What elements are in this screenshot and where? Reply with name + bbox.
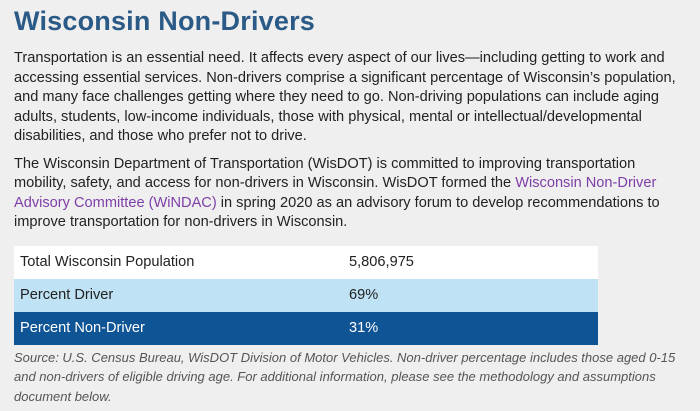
row-value: 31%: [345, 311, 598, 345]
windac-paragraph-text-before: The Wisconsin Department of Transportati…: [14, 155, 636, 192]
windac-link[interactable]: Wisconsin Non-Driver Advisory Committee …: [14, 175, 657, 211]
table-row: Total Wisconsin Population 5,806,975: [14, 245, 598, 279]
table-row: Percent Driver 69%: [14, 278, 598, 312]
table-row: Percent Non-Driver 31%: [14, 311, 598, 345]
windac-paragraph-text-after: in spring 2020 as an advisory forum to d…: [14, 194, 660, 231]
population-stats-table: Total Wisconsin Population 5,806,975 Per…: [14, 245, 598, 345]
row-label: Percent Driver: [14, 278, 345, 312]
windac-paragraph: The Wisconsin Department of Transportati…: [14, 155, 686, 233]
row-label: Percent Non-Driver: [14, 311, 345, 345]
row-value: 5,806,975: [345, 245, 598, 279]
row-label: Total Wisconsin Population: [14, 245, 345, 279]
page-title: Wisconsin Non-Drivers: [14, 6, 316, 36]
intro-paragraph: Transportation is an essential need. It …: [14, 50, 676, 144]
row-value: 69%: [345, 278, 598, 312]
source-note: Source: U.S. Census Bureau, WisDOT Divis…: [14, 349, 676, 404]
